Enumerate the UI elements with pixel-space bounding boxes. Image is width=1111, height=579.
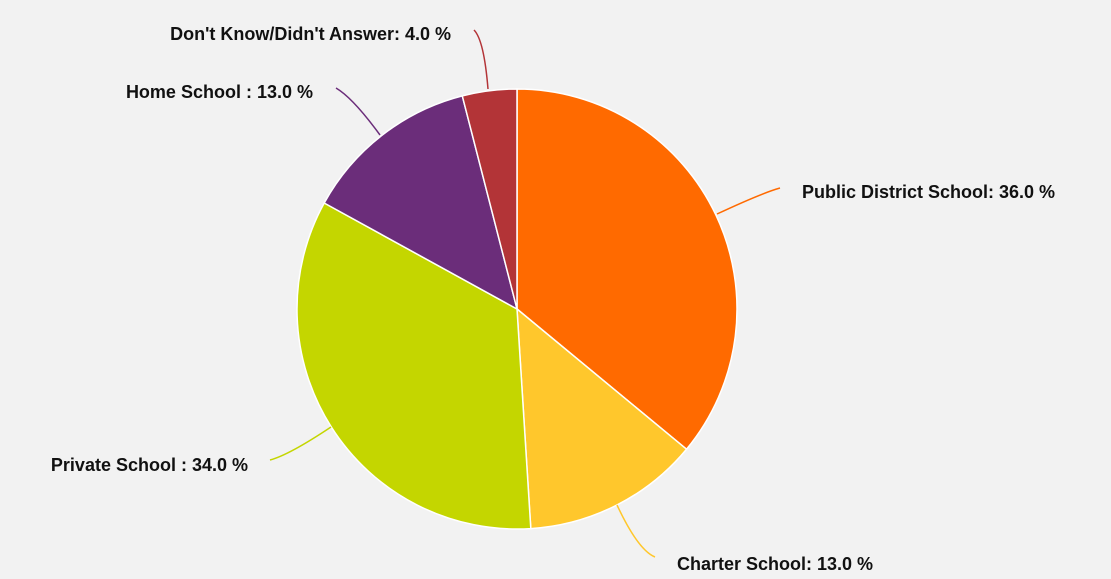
- slice-label: Don't Know/Didn't Answer: 4.0 %: [170, 24, 451, 44]
- slice-label: Charter School: 13.0 %: [677, 554, 873, 574]
- pie-slice-home-school[interactable]: [323, 94, 519, 311]
- leader-line: [473, 29, 489, 90]
- slice-label: Public District School: 36.0 %: [802, 182, 1055, 202]
- pie-slice-public-district-school[interactable]: [516, 88, 738, 451]
- slice-label: Private School : 34.0 %: [51, 455, 248, 475]
- slice-labels: Public District School: 36.0 % Charter Sc…: [51, 24, 1055, 574]
- leader-line: [716, 187, 781, 215]
- leader-line: [269, 426, 332, 461]
- pie-slices: [296, 88, 738, 530]
- pie-slice-don-t-know-didn-t-answer[interactable]: [461, 88, 518, 310]
- slice-label: Home School : 13.0 %: [126, 82, 313, 102]
- leader-line: [335, 87, 381, 136]
- leader-line: [616, 504, 656, 558]
- label-leader-lines: [269, 29, 781, 558]
- pie-slice-charter-school[interactable]: [516, 307, 688, 530]
